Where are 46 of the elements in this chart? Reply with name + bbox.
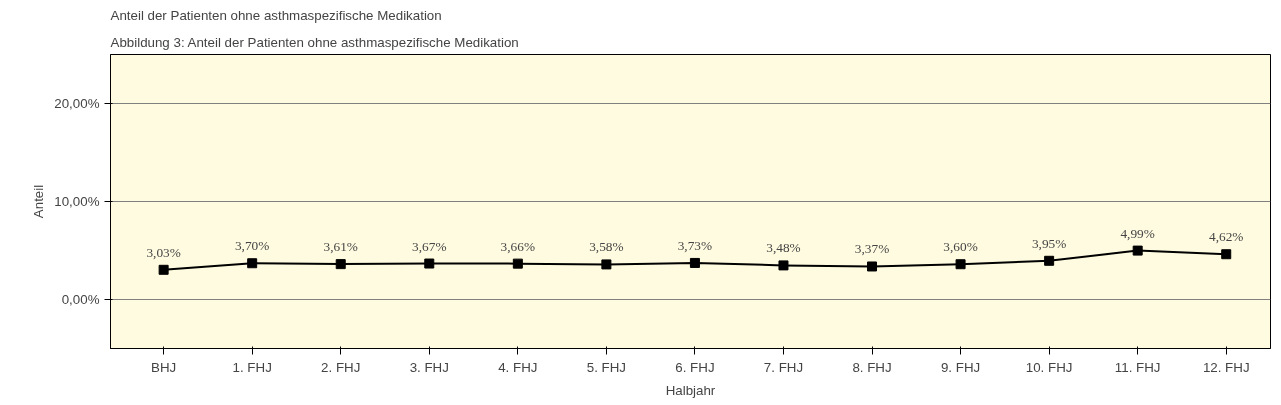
point xyxy=(247,258,258,269)
point xyxy=(335,259,346,270)
x-tick-label: 7. FHJ xyxy=(763,359,804,375)
y-axis-title: Anteil xyxy=(31,184,47,219)
data-label: 3,60% xyxy=(943,239,978,255)
point xyxy=(955,259,966,270)
data-label: 3,73% xyxy=(677,237,713,253)
y-tick-label: 10,00% xyxy=(54,194,100,209)
point xyxy=(1132,245,1143,256)
data-label: 3,66% xyxy=(500,238,536,254)
data-label: 3,95% xyxy=(1031,235,1067,251)
x-tick-label: 12. FHJ xyxy=(1202,359,1250,375)
y-tick-label: 0,00% xyxy=(61,292,100,307)
x-tick-label: 11. FHJ xyxy=(1114,359,1161,375)
data-label: 4,62% xyxy=(1209,229,1244,245)
point xyxy=(424,258,435,269)
point xyxy=(1044,255,1055,266)
point xyxy=(601,259,612,270)
x-tick-label: 9. FHJ xyxy=(940,359,981,375)
point xyxy=(1221,249,1232,260)
x-tick-label: 10. FHJ xyxy=(1025,359,1073,375)
text: Abbildung 3: Anteil der Patienten ohne asthmaspezifische Medikation xyxy=(110,34,519,50)
chart-title: Anteil der Patienten ohne asthmaspezifische Medikation xyxy=(110,7,442,23)
x-tick-label: 4. FHJ xyxy=(498,359,538,375)
data-label: 3,58% xyxy=(589,239,624,255)
point xyxy=(689,257,700,268)
point xyxy=(512,258,523,269)
data-label: 3,67% xyxy=(412,238,447,254)
point xyxy=(867,261,878,272)
x-tick-label: 6. FHJ xyxy=(675,359,715,375)
point xyxy=(158,264,169,275)
data-label: 3,70% xyxy=(234,238,270,254)
x-tick-label: BHJ xyxy=(151,359,177,375)
x-axis-title: Halbjahr xyxy=(665,382,716,398)
x-tick-label: 8. FHJ xyxy=(852,359,892,375)
data-label: 3,03% xyxy=(146,244,181,260)
x-tick-label: 3. FHJ xyxy=(409,359,449,375)
data-label: 3,48% xyxy=(766,240,801,256)
data-label: 3,37% xyxy=(854,241,890,257)
x-tick-label: 1. FHJ xyxy=(232,359,272,375)
x-tick-label: 5. FHJ xyxy=(586,359,626,375)
y-tick-label: 20,00% xyxy=(54,96,100,111)
point xyxy=(778,260,789,271)
data-label: 4,99% xyxy=(1120,225,1155,241)
x-tick-label: 2. FHJ xyxy=(321,359,361,375)
data-label: 3,61% xyxy=(323,239,358,255)
